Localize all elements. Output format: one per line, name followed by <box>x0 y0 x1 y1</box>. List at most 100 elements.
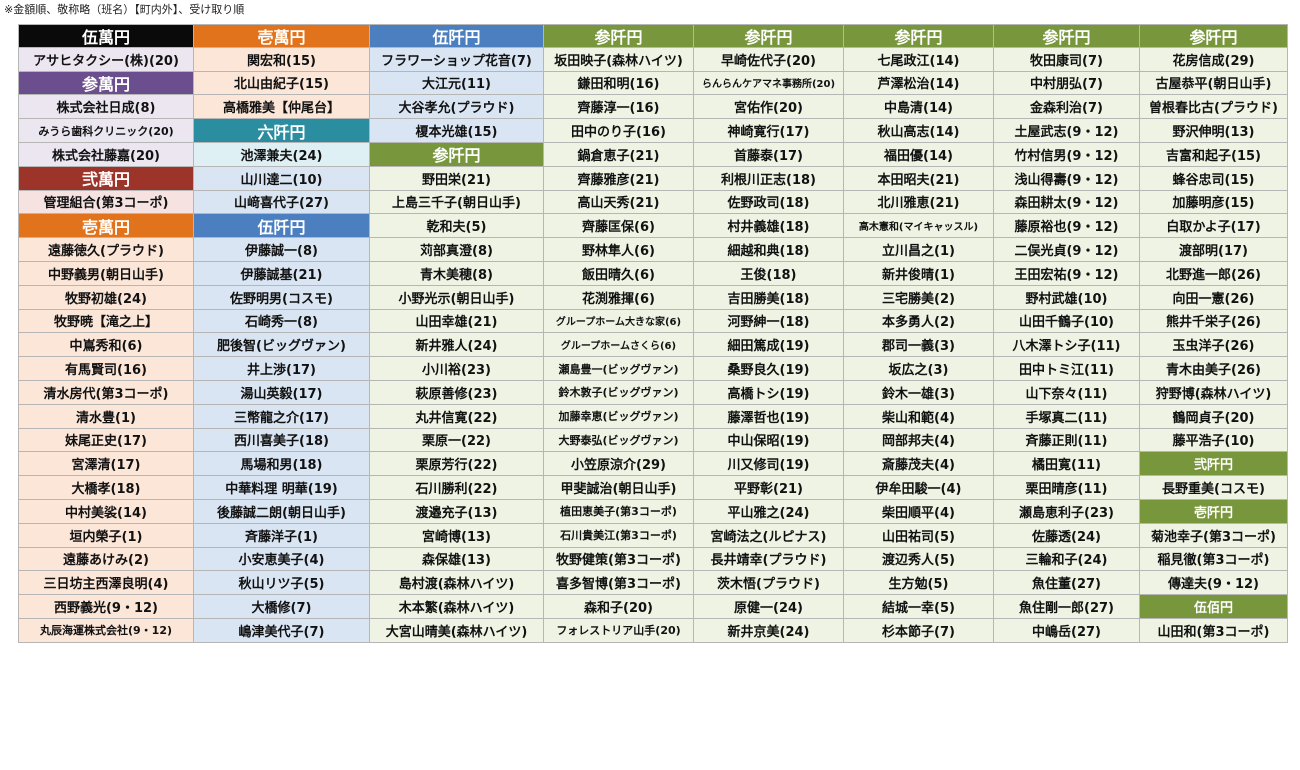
donor-cell: 柴山和範(4) <box>844 404 994 429</box>
donor-cell: 平野彰(21) <box>694 476 844 500</box>
donor-cell: 西川喜美子(18) <box>194 428 370 453</box>
amount-header: 弐萬円 <box>18 166 194 191</box>
donor-cell: 有馬賢司(16) <box>18 357 194 381</box>
donor-cell: 宮佑作(20) <box>694 95 844 120</box>
donor-cell: 丸井信寛(22) <box>370 404 544 429</box>
donor-cell: 三幣龍之介(17) <box>194 404 370 429</box>
donor-cell: 佐藤透(24) <box>994 523 1140 548</box>
donor-cell: 中村美裟(14) <box>18 499 194 524</box>
donor-cell: 大橋孝(18) <box>18 476 194 500</box>
donor-cell: 坂広之(3) <box>844 357 994 381</box>
donor-cell: 本田昭夫(21) <box>844 166 994 191</box>
donor-cell: 山川達二(10) <box>194 166 370 191</box>
donor-cell: 妹尾正史(17) <box>18 428 194 453</box>
donor-cell: 蜂谷忠司(15) <box>1140 166 1288 191</box>
donor-cell: 吉田勝美(18) <box>694 285 844 310</box>
donor-cell: 嶋津美代子(7) <box>194 618 370 643</box>
donor-cell: 栗原一(22) <box>370 428 544 453</box>
donor-cell: 杉本節子(7) <box>844 618 994 643</box>
donor-cell: 大野泰弘(ビッグヴァン) <box>544 428 694 453</box>
donor-cell: 池澤兼夫(24) <box>194 142 370 167</box>
donor-cell: 郡司一義(3) <box>844 333 994 358</box>
donor-cell: 土屋武志(9・12) <box>994 119 1140 143</box>
donor-cell: 宮崎法之(ルピナス) <box>694 523 844 548</box>
donor-cell: 石川勝利(22) <box>370 476 544 500</box>
donor-cell: 小安恵美子(4) <box>194 547 370 572</box>
donor-cell: 新井雅人(24) <box>370 333 544 358</box>
donor-cell: 三宅勝美(2) <box>844 285 994 310</box>
donor-cell: 齊藤匡保(6) <box>544 214 694 239</box>
donor-cell: 村井義雄(18) <box>694 214 844 239</box>
amount-header: 壱萬円 <box>194 24 370 48</box>
donor-cell: らんらんケアマネ事務所(20) <box>694 71 844 96</box>
column-3: 伍阡円 フラワーショップ花音(7) 大江元(11) 大谷孝允(プラウド) 榎本光雄(15… <box>370 24 544 643</box>
donor-cell: 小笠原涼介(29) <box>544 452 694 477</box>
donor-cell: 王俊(18) <box>694 261 844 286</box>
donor-cell: 牧田康司(7) <box>994 47 1140 72</box>
donor-cell: 八木澤トシ子(11) <box>994 333 1140 358</box>
donor-cell: 曽根春比古(プラウド) <box>1140 95 1288 120</box>
donor-cell: グループホームさくら(6) <box>544 333 694 358</box>
amount-header: 壱萬円 <box>18 214 194 239</box>
donor-cell: 鈴木敦子(ビッグヴァン) <box>544 380 694 405</box>
donor-cell: みうら歯科クリニック(20) <box>18 119 194 143</box>
amount-header: 参阡円 <box>844 24 994 48</box>
donor-cell: 田中トミ江(11) <box>994 357 1140 381</box>
donor-cell: 石川貴美江(第3コーポ) <box>544 523 694 548</box>
donor-cell: 山下奈々(11) <box>994 380 1140 405</box>
donor-cell: 垣内榮子(1) <box>18 523 194 548</box>
donor-cell: 高山天秀(21) <box>544 190 694 215</box>
donor-cell: 中野義男(朝日山手) <box>18 261 194 286</box>
amount-header: 参阡円 <box>1140 24 1288 48</box>
donor-cell: 田中のり子(16) <box>544 119 694 143</box>
donor-cell: 木本繁(森林ハイツ) <box>370 595 544 619</box>
donor-cell: 山田千鶴子(10) <box>994 309 1140 334</box>
donor-cell: 青木美穂(8) <box>370 261 544 286</box>
donor-cell: 斉藤洋子(1) <box>194 523 370 548</box>
column-4: 参阡円 坂田映子(森林ハイツ) 鎌田和明(16) 齊藤淳一(16) 田中のり子(16) 鍋… <box>544 24 694 643</box>
donor-cell: 井上渉(17) <box>194 357 370 381</box>
donor-cell: 森保雄(13) <box>370 547 544 572</box>
donor-cell: 伊藤誠一(8) <box>194 238 370 262</box>
donor-cell: 佐野明男(コスモ) <box>194 285 370 310</box>
donor-cell: 山田祐司(5) <box>844 523 994 548</box>
donor-cell: 加藤明彦(15) <box>1140 190 1288 215</box>
donor-cell: 本多勇人(2) <box>844 309 994 334</box>
donor-cell: 首藤泰(17) <box>694 142 844 167</box>
donor-cell: 高木憲和(マイキャッスル) <box>844 214 994 239</box>
donor-cell: 栗田晴彦(11) <box>994 476 1140 500</box>
donor-cell: 熊井千栄子(26) <box>1140 309 1288 334</box>
donor-cell: 牧野健策(第3コーポ) <box>544 547 694 572</box>
donor-cell: 管理組合(第3コーポ) <box>18 190 194 215</box>
donor-cell: 山田和(第3コーポ) <box>1140 618 1288 643</box>
donor-cell: 瀬島恵利子(23) <box>994 499 1140 524</box>
donor-cell: 植田恵美子(第3コーポ) <box>544 499 694 524</box>
donor-cell: 丸辰海運株式会社(9・12) <box>18 618 194 643</box>
amount-header: 伍萬円 <box>18 24 194 48</box>
donor-cell: 利根川正志(18) <box>694 166 844 191</box>
donor-cell: 高橋トシ(19) <box>694 380 844 405</box>
donor-cell: 神崎寛行(17) <box>694 119 844 143</box>
donor-cell: 伊牟田駿一(4) <box>844 476 994 500</box>
donor-cell: 坂田映子(森林ハイツ) <box>544 47 694 72</box>
donor-cell: 関宏和(15) <box>194 47 370 72</box>
donor-cell: 二俣光貞(9・12) <box>994 238 1140 262</box>
donor-cell: 野沢伸明(13) <box>1140 119 1288 143</box>
donor-cell: 渡部明(17) <box>1140 238 1288 262</box>
donor-cell: フラワーショップ花音(7) <box>370 47 544 72</box>
donor-cell: 石崎秀一(8) <box>194 309 370 334</box>
donor-cell: 長井靖幸(プラウド) <box>694 547 844 572</box>
amount-header: 伍佰円 <box>1140 595 1288 619</box>
amount-header: 参阡円 <box>694 24 844 48</box>
donor-cell: 橘田寛(11) <box>994 452 1140 477</box>
donor-cell: 加藤幸恵(ビッグヴァン) <box>544 404 694 429</box>
donor-cell: 鍋倉恵子(21) <box>544 142 694 167</box>
donor-cell: 野村武雄(10) <box>994 285 1140 310</box>
donor-cell: 河野紳一(18) <box>694 309 844 334</box>
donor-cell: 鈴木一雄(3) <box>844 380 994 405</box>
donor-cell: 栗原芳行(22) <box>370 452 544 477</box>
donor-cell: 古屋恭平(朝日山手) <box>1140 71 1288 96</box>
donor-cell: 株式会社日成(8) <box>18 95 194 120</box>
donor-cell: 牧野暁【滝之上】 <box>18 309 194 334</box>
column-7: 参阡円 牧田康司(7) 中村朋弘(7) 金森利治(7) 土屋武志(9・12) 竹村信男(9… <box>994 24 1140 643</box>
